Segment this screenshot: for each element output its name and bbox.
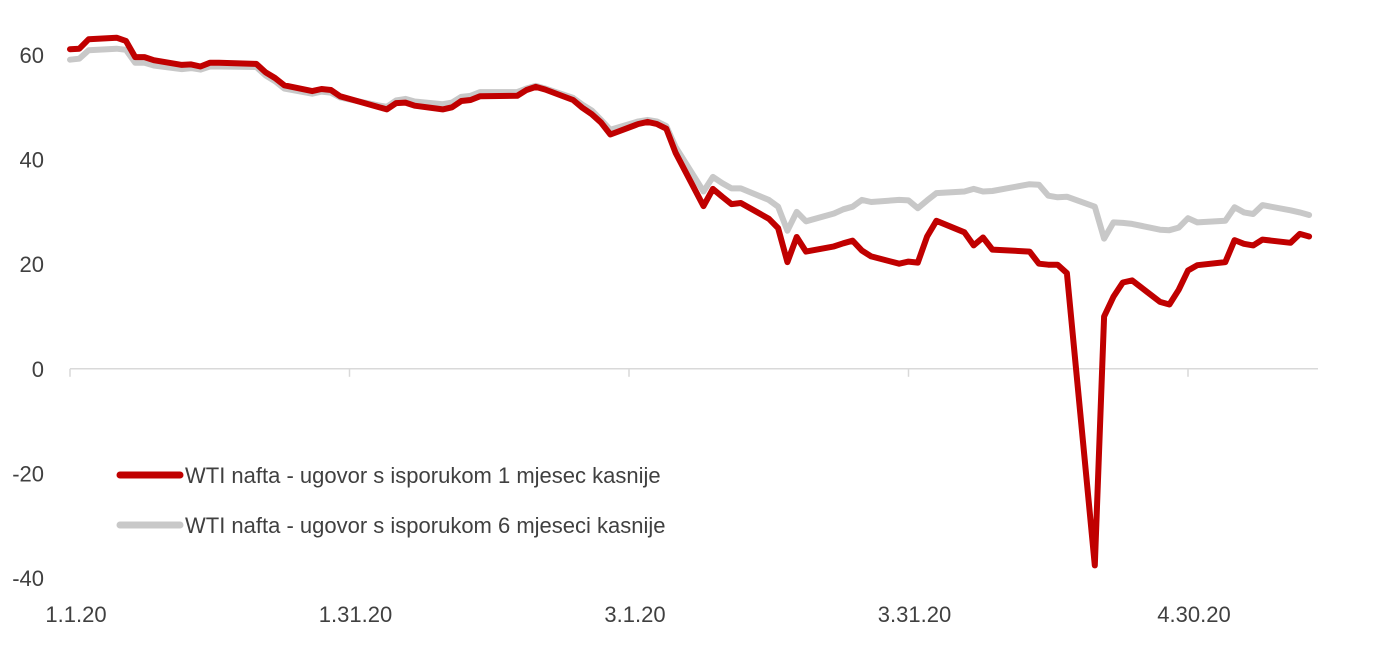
y-tick-label: 20: [20, 252, 44, 277]
series-line-2: [67, 45, 1313, 242]
x-tick-label: 1.1.20: [45, 602, 106, 627]
x-tick-label: 3.31.20: [878, 602, 951, 627]
axes-layer: 60 40 20 0 -20 -401.1.20 1.31.20 3.1.20 3.31.20 4…: [12, 43, 1318, 627]
series-layer: [67, 34, 1313, 569]
legend-label-series-1: WTI nafta - ugovor s isporukom 1 mjesec …: [185, 463, 661, 488]
x-tick-label: 4.30.20: [1157, 602, 1230, 627]
y-tick-label: 0: [32, 357, 44, 382]
legend-label-series-2: WTI nafta - ugovor s isporukom 6 mjeseci…: [185, 513, 666, 538]
y-tick-label: -40: [12, 566, 44, 591]
y-tick-label: 40: [20, 148, 44, 173]
legend: WTI nafta - ugovor s isporukom 1 mjesec …: [116, 463, 666, 538]
x-tick-label: 3.1.20: [604, 602, 665, 627]
y-tick-label: -20: [12, 461, 44, 486]
series-line-1: [67, 34, 1313, 569]
x-tick-label: 1.31.20: [319, 602, 392, 627]
y-tick-label: 60: [20, 43, 44, 68]
